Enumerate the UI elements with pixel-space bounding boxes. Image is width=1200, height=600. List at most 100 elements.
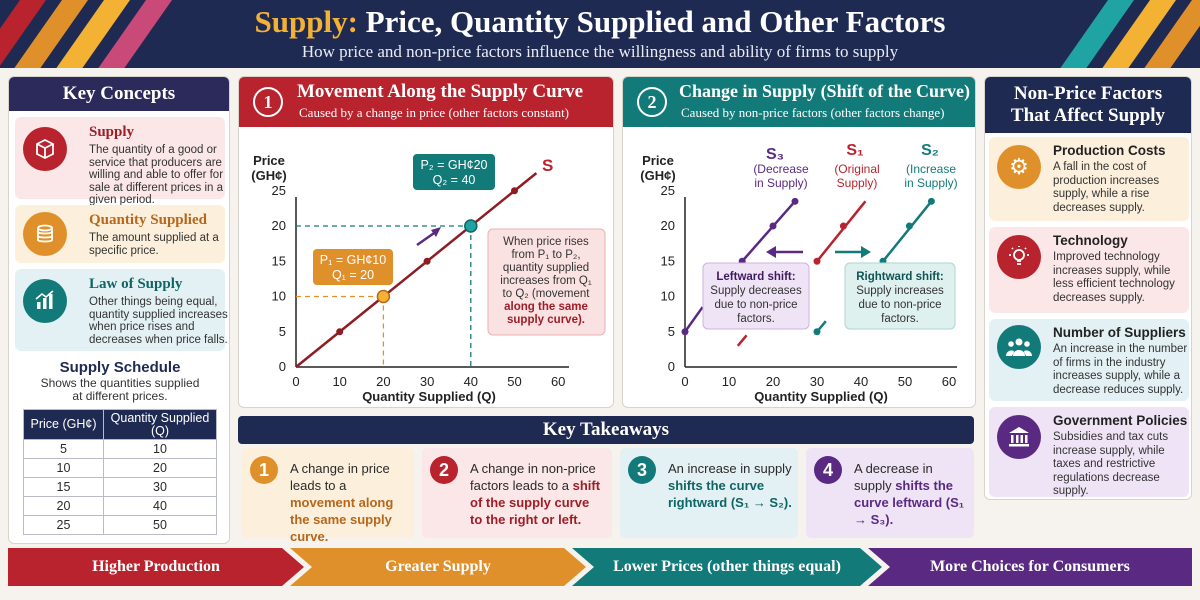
x-tick-label: 40 — [464, 374, 478, 389]
factor-title: Government Policies — [1053, 413, 1188, 428]
right-shift-line: due to non-price — [858, 299, 941, 311]
table-header-row: Price (GH¢) Quantity Supplied (Q) — [23, 409, 217, 440]
col-qty-header: Quantity Supplied (Q) — [103, 409, 217, 440]
factor-text: Improved technology increases supply, wh… — [1053, 251, 1175, 304]
point-p2 — [464, 219, 478, 233]
y-axis-unit: (GH¢) — [251, 168, 286, 183]
shift-heading: 2 Change in Supply (Shift of the Curve) … — [623, 77, 975, 127]
movement-note-line: along the same — [504, 301, 588, 313]
takeaway-pre: An increase in supply — [668, 461, 792, 476]
y-tick-label: 10 — [661, 289, 675, 304]
x-tick-label: 30 — [420, 374, 434, 389]
takeaway-pre: A decrease in supply — [854, 461, 933, 493]
x-tick-label: 50 — [507, 374, 521, 389]
box-icon — [23, 127, 67, 171]
x-tick-label: 40 — [854, 374, 868, 389]
factor-card-technology: Technology Improved technology increases… — [989, 227, 1189, 313]
s1-curve — [816, 200, 867, 263]
x-tick-label: 0 — [292, 374, 299, 389]
nonprice-panel: Non-Price Factors That Affect Supply ⚙ P… — [984, 76, 1192, 500]
header-banner: Supply: Price, Quantity Supplied and Oth… — [0, 0, 1200, 68]
x-tick-label: 20 — [376, 374, 390, 389]
s1-sub: (Original — [834, 162, 879, 176]
y-tick-label: 10 — [272, 289, 286, 304]
s3-curve — [741, 200, 796, 263]
y-tick-label: 0 — [668, 359, 675, 374]
nonprice-heading-line: Non-Price Factors — [1013, 83, 1163, 104]
takeaway-card: 1 A change in price leads to a movement … — [242, 448, 414, 544]
key-concepts-heading: Key Concepts — [9, 77, 229, 111]
p2-label-qty: Q₂ = 40 — [433, 173, 476, 187]
concept-card-supply: Supply The quantity of a good or service… — [15, 117, 225, 206]
right-shift-line: Rightward shift: — [856, 271, 944, 283]
y-tick-label: 25 — [272, 183, 286, 198]
s2-sub: (Increase — [906, 162, 956, 176]
x-tick-label: 20 — [766, 374, 780, 389]
p1-label-qty: Q₁ = 20 — [332, 268, 374, 282]
concept-title: Law of Supply — [89, 276, 183, 292]
takeaway-bold: shifts the curve leftward (S₁ → S₃). — [854, 478, 965, 527]
movement-title: Movement Along the Supply Curve — [297, 81, 584, 102]
lightbulb-icon — [997, 235, 1041, 279]
s2-sub: in Supply) — [904, 176, 957, 190]
table-row: 5 10 — [23, 439, 217, 459]
movement-note-line: When price rises — [503, 236, 589, 248]
supply-schedule-table: Price (GH¢) Quantity Supplied (Q) 5 10 10… — [23, 409, 217, 535]
cell-qty: 30 — [103, 477, 217, 497]
x-axis-label: Quantity Supplied (Q) — [362, 389, 496, 404]
movement-note-line: increases from Q₁ — [500, 275, 592, 287]
y-axis-unit: (GH¢) — [640, 168, 675, 183]
page-title: Supply: Price, Quantity Supplied and Oth… — [160, 4, 1040, 40]
factor-text: A fall in the cost of production increas… — [1053, 161, 1160, 214]
x-tick-label: 10 — [722, 374, 736, 389]
factor-title: Number of Suppliers — [1053, 325, 1186, 340]
y-axis-label: Price — [253, 153, 285, 168]
cell-price: 5 — [23, 439, 104, 459]
p1-label-box — [313, 249, 393, 285]
p1-label-price: P₁ = GH¢10 — [320, 253, 386, 267]
takeaway-text: A change in non-price factors leads to a… — [470, 460, 605, 528]
cell-qty: 50 — [103, 515, 217, 535]
movement-note-line: quantity supplied — [503, 262, 589, 274]
flow-step: Higher Production — [8, 548, 304, 586]
left-shift-arrowhead — [766, 246, 776, 258]
movement-note-line: from P₁ to P₂, — [511, 249, 580, 261]
people-icon — [997, 325, 1041, 369]
factor-title: Production Costs — [1053, 143, 1166, 158]
s1-curve-point — [813, 257, 821, 265]
s3-sub: in Supply) — [754, 176, 807, 190]
curve-point — [511, 187, 518, 195]
s1-curve — [736, 334, 748, 347]
left-shift-note-box — [702, 262, 810, 330]
takeaway-text: An increase in supply shifts the curve r… — [668, 460, 793, 511]
x-tick-label: 10 — [332, 374, 346, 389]
table-row: 25 50 — [23, 515, 217, 535]
takeaway-bold: shift of the supply curve to the right o… — [470, 478, 601, 527]
flow-step: Greater Supply — [290, 548, 586, 586]
s3-sub: (Decrease — [753, 162, 809, 176]
movement-note-line: supply curve). — [507, 314, 585, 326]
takeaway-text: A decrease in supply shifts the curve le… — [854, 460, 969, 528]
y-tick-label: 20 — [661, 218, 675, 233]
left-shift-line: factors. — [737, 313, 775, 325]
right-shift-arrowhead — [861, 246, 871, 258]
movement-subtitle: Caused by a change in price (other facto… — [299, 105, 570, 120]
s2-curve-point — [813, 328, 821, 336]
s3-curve-point — [769, 222, 777, 230]
takeaway-card: 4 A decrease in supply shifts the curve … — [806, 448, 974, 538]
concept-text: The quantity of a good or service that p… — [89, 144, 224, 206]
cell-price: 20 — [23, 496, 104, 516]
s3-label: S₃ — [766, 146, 784, 163]
nonprice-heading: Non-Price Factors That Affect Supply — [985, 77, 1191, 133]
movement-panel: 1 Movement Along the Supply Curve Caused… — [238, 76, 614, 408]
cell-price: 10 — [23, 458, 104, 478]
left-shift-line: Supply decreases — [710, 285, 802, 297]
takeaway-bold: movement along the same supply curve. — [290, 495, 394, 544]
movement-note-line: to Q₂ (movement — [503, 288, 591, 300]
government-icon — [997, 415, 1041, 459]
factor-card-production-costs: ⚙ Production Costs A fall in the cost of… — [989, 137, 1189, 221]
concept-title: Supply — [89, 124, 135, 140]
takeaway-text: A change in price leads to a movement al… — [290, 460, 415, 545]
p2-label-price: P₂ = GH¢20 — [420, 158, 487, 172]
curve-point — [336, 328, 344, 336]
